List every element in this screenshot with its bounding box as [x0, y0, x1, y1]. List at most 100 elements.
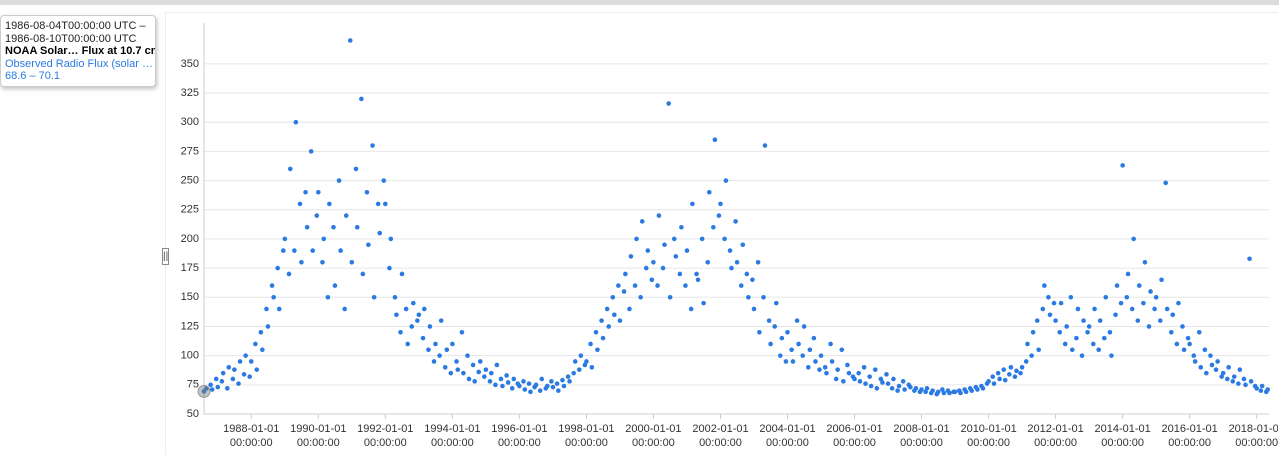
- point: [1042, 283, 1047, 288]
- point: [582, 362, 588, 368]
- point: [1135, 318, 1141, 323]
- x-tick-label: 2014-01-01 00:00:00: [1094, 423, 1151, 449]
- point: [336, 178, 342, 183]
- point: [521, 379, 526, 384]
- point: [1164, 306, 1170, 312]
- point: [241, 372, 247, 377]
- point: [604, 306, 610, 312]
- point: [616, 283, 621, 288]
- point: [264, 306, 269, 312]
- point: [444, 347, 450, 353]
- x-tick-label: 1992-01-01 00:00:00: [357, 423, 414, 449]
- point: [338, 248, 343, 253]
- x-tick-label: 1998-01-01 00:00:00: [558, 423, 615, 449]
- point: [1030, 329, 1036, 335]
- point: [392, 294, 398, 300]
- point: [716, 213, 722, 218]
- point: [320, 259, 325, 265]
- point: [1208, 353, 1213, 358]
- point: [671, 236, 677, 242]
- point: [537, 388, 543, 393]
- resize-handle[interactable]: ||: [162, 248, 169, 265]
- point: [314, 213, 320, 218]
- point: [517, 383, 522, 389]
- point: [789, 347, 794, 353]
- x-tick-label: 1996-01-01 00:00:00: [491, 423, 548, 449]
- point: [454, 359, 459, 364]
- point: [509, 386, 515, 391]
- y-tick-label: 300: [181, 116, 199, 128]
- x-tick-label: 1988-01-01 00:00:00: [223, 423, 280, 449]
- x-tick-label: 2008-01-01 00:00:00: [893, 423, 950, 449]
- point: [1107, 329, 1113, 335]
- point: [420, 335, 426, 341]
- point: [794, 318, 800, 323]
- x-tick-label: 2016-01-01 00:00:00: [1161, 423, 1218, 449]
- point: [790, 359, 796, 364]
- point: [740, 242, 746, 248]
- point: [487, 379, 493, 384]
- point: [690, 201, 695, 207]
- chart: 50 75 100 125 150 175 200 225 250 275 300 325 350: [181, 23, 1271, 420]
- point: [694, 271, 699, 277]
- point: [360, 271, 366, 277]
- tooltip-dataset: NOAA Solar… Flux at 10.7 cm: [5, 45, 156, 57]
- x-tick-label: 2002-01-01 00:00:00: [692, 423, 749, 449]
- point: [746, 294, 751, 300]
- point: [811, 335, 817, 341]
- point: [919, 387, 924, 392]
- point: [220, 370, 226, 376]
- point: [550, 384, 556, 390]
- point: [1152, 306, 1157, 312]
- point: [1220, 370, 1226, 376]
- point: [1241, 376, 1247, 382]
- point: [1191, 353, 1197, 358]
- point: [722, 236, 727, 242]
- point: [561, 383, 567, 389]
- point: [761, 294, 766, 300]
- point: [287, 166, 293, 172]
- point: [387, 265, 392, 271]
- point: [902, 387, 907, 392]
- point: [416, 312, 422, 318]
- x-tick-label: 2012-01-01 00:00:00: [1027, 423, 1084, 449]
- point: [940, 387, 945, 392]
- point: [822, 365, 828, 370]
- point: [677, 271, 683, 277]
- point: [422, 306, 427, 312]
- point: [610, 294, 616, 300]
- point: [388, 236, 394, 242]
- point: [226, 365, 232, 370]
- point: [924, 386, 930, 391]
- point: [995, 370, 1001, 376]
- point: [1034, 318, 1040, 323]
- point: [1153, 294, 1159, 300]
- point: [639, 219, 645, 224]
- point: [383, 201, 388, 207]
- point: [219, 379, 225, 384]
- point: [997, 376, 1002, 382]
- point: [494, 362, 500, 368]
- point: [1192, 359, 1198, 364]
- y-tick-label: 150: [181, 291, 199, 303]
- point: [572, 359, 578, 364]
- point: [1231, 374, 1237, 379]
- point: [299, 259, 304, 265]
- point: [1170, 312, 1176, 318]
- point: [511, 376, 517, 382]
- point: [1187, 341, 1192, 347]
- point: [807, 347, 813, 353]
- point: [1097, 318, 1103, 323]
- point: [293, 119, 299, 125]
- point: [488, 370, 494, 376]
- point: [381, 178, 387, 183]
- point: [292, 248, 297, 253]
- point: [1090, 341, 1096, 347]
- point: [1012, 374, 1018, 379]
- y-tick-label: 275: [181, 145, 199, 157]
- point: [438, 318, 444, 323]
- point: [410, 300, 416, 306]
- point: [773, 300, 779, 306]
- point: [332, 283, 338, 288]
- x-tick-label: 1990-01-01 00:00:00: [290, 423, 347, 449]
